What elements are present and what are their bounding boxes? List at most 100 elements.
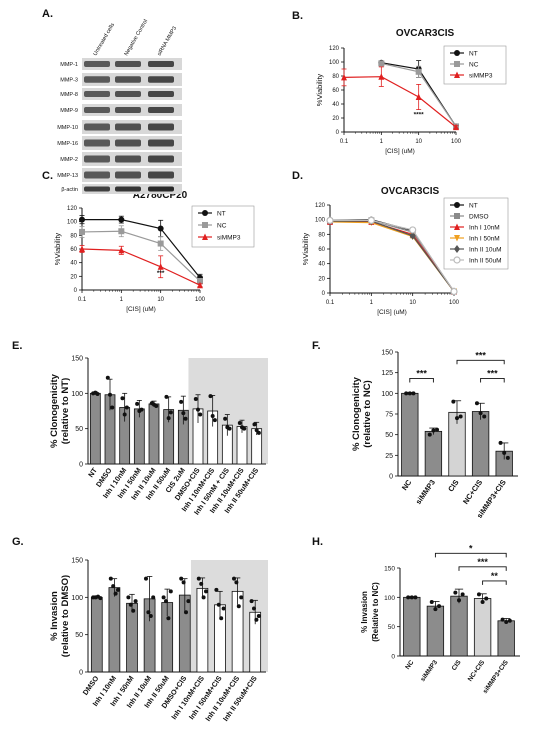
- significance-label: **: [491, 571, 499, 581]
- data-point: [242, 426, 247, 431]
- data-point: [214, 587, 219, 592]
- data-point: [181, 580, 186, 585]
- data-point: [157, 225, 164, 232]
- data-point: [151, 595, 156, 600]
- x-tick-label: 100: [449, 300, 460, 306]
- data-point: [154, 404, 159, 409]
- significance-label: ***: [475, 350, 486, 360]
- series-line: [330, 219, 455, 292]
- series-line: [81, 248, 201, 286]
- y-tick-label: 40: [318, 262, 325, 268]
- y-axis-label: % Clonogenicity(relative to NT): [49, 373, 71, 448]
- legend-label: NT: [469, 203, 478, 210]
- y-axis-label: %Viability: [301, 233, 310, 266]
- x-tick-label: 10: [415, 139, 422, 145]
- data-point: [453, 590, 458, 595]
- blot-band-label: MMP-10: [57, 125, 78, 131]
- bar: [497, 620, 515, 657]
- legend-marker: [454, 71, 460, 78]
- data-point: [378, 73, 385, 80]
- y-axis-label-line: % Invasion: [360, 591, 369, 633]
- y-tick-label: 40: [332, 102, 339, 108]
- data-point: [196, 576, 201, 581]
- data-point: [474, 401, 479, 406]
- x-tick-label: 1: [380, 139, 384, 145]
- significance-label: *: [469, 543, 473, 553]
- blot-band: [115, 139, 141, 147]
- legend-marker: [202, 210, 208, 216]
- blot-band: [115, 123, 141, 131]
- y-tick-label: 0: [336, 130, 340, 136]
- x-tick-label: 100: [195, 297, 206, 303]
- data-point: [111, 584, 116, 589]
- data-point: [234, 580, 239, 585]
- data-point: [326, 216, 334, 224]
- y-tick-label: 150: [384, 566, 395, 573]
- y-axis-label-line: (relative to DMSO): [60, 575, 71, 657]
- x-tick-label: 0.1: [78, 297, 87, 303]
- legend-label: NC: [469, 62, 479, 69]
- data-point: [227, 426, 232, 431]
- y-tick-label: 0: [389, 474, 393, 481]
- data-point: [139, 407, 144, 412]
- data-point: [435, 427, 440, 432]
- y-tick-label: 60: [70, 247, 77, 253]
- data-point: [407, 391, 412, 396]
- category-label: CIS: [451, 659, 463, 672]
- legend-marker: [202, 222, 208, 228]
- data-point: [480, 600, 485, 605]
- blot-band: [84, 107, 110, 113]
- y-tick-label: 100: [384, 595, 395, 602]
- blot-band: [84, 155, 110, 163]
- y-axis-label-line: (relative to NC): [362, 380, 373, 448]
- significance-bracket: [434, 552, 507, 558]
- y-tick-label: 150: [381, 350, 393, 357]
- blot-band: [148, 107, 174, 113]
- blot-band: [115, 186, 141, 192]
- data-point: [219, 616, 224, 621]
- data-point: [183, 416, 188, 421]
- data-point: [409, 595, 414, 600]
- x-tick-label: 10: [157, 297, 164, 303]
- blot-band: [84, 61, 110, 67]
- y-tick-label: 120: [315, 203, 326, 209]
- data-point: [157, 240, 164, 247]
- data-point: [252, 422, 257, 427]
- bar: [403, 596, 421, 657]
- data-point: [199, 581, 204, 586]
- data-point: [168, 410, 173, 415]
- blot-band-label: MMP-2: [60, 157, 78, 163]
- y-axis-label-line: (relative to NT): [60, 378, 71, 445]
- significance-annotation: ***: [157, 270, 165, 277]
- data-point: [451, 399, 456, 404]
- blot-band: [84, 139, 110, 147]
- panel-label-c: C.: [42, 170, 53, 182]
- data-point: [79, 216, 85, 223]
- data-point: [427, 432, 432, 437]
- y-tick-label: 50: [75, 632, 83, 639]
- x-axis-label: [CIS] (uM): [385, 148, 415, 155]
- data-point: [409, 231, 416, 240]
- series-line: [330, 220, 455, 292]
- y-tick-label: 100: [71, 595, 83, 602]
- data-point: [378, 60, 385, 67]
- y-axis-label: %Viability: [315, 74, 324, 107]
- blot-band-label: β-actin: [61, 187, 78, 193]
- blot-band: [115, 155, 141, 163]
- data-point: [186, 599, 191, 604]
- data-point: [453, 123, 459, 131]
- data-point: [460, 592, 465, 597]
- legend-label: NT: [217, 211, 226, 218]
- category-label: NC: [404, 659, 415, 671]
- data-point: [254, 617, 259, 622]
- data-point: [237, 421, 242, 426]
- chart-title-b: OVCAR3CIS: [395, 28, 455, 39]
- blot-band: [84, 76, 110, 83]
- data-point: [210, 413, 215, 418]
- bar: [426, 605, 445, 657]
- significance-bracket: [482, 580, 507, 585]
- y-tick-label: 60: [318, 247, 325, 253]
